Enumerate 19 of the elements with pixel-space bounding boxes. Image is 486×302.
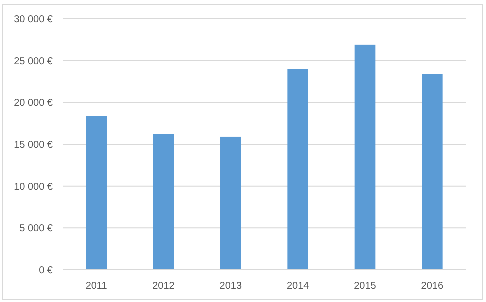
bar xyxy=(153,134,174,270)
x-tick-label: 2011 xyxy=(86,281,108,292)
y-tick-label: 20 000 € xyxy=(14,98,54,110)
x-tick-label: 2016 xyxy=(421,281,444,292)
x-tick-label: 2012 xyxy=(152,281,176,292)
y-tick-label: 10 000 € xyxy=(14,182,54,193)
y-tick-label: 0 € xyxy=(39,266,54,276)
y-tick-label: 30 000 € xyxy=(14,14,54,26)
bar xyxy=(220,136,242,270)
bar xyxy=(422,74,443,270)
y-tick-label: 25 000 € xyxy=(14,56,54,68)
x-tick-label: 2014 xyxy=(286,281,310,292)
bar xyxy=(86,116,107,270)
y-tick-label: 15 000 € xyxy=(14,140,54,151)
x-tick-label: 2015 xyxy=(354,281,377,292)
bar xyxy=(354,44,376,270)
y-tick-label: 5 000 € xyxy=(20,224,54,235)
bar xyxy=(288,69,308,270)
x-tick-label: 2013 xyxy=(220,281,242,292)
